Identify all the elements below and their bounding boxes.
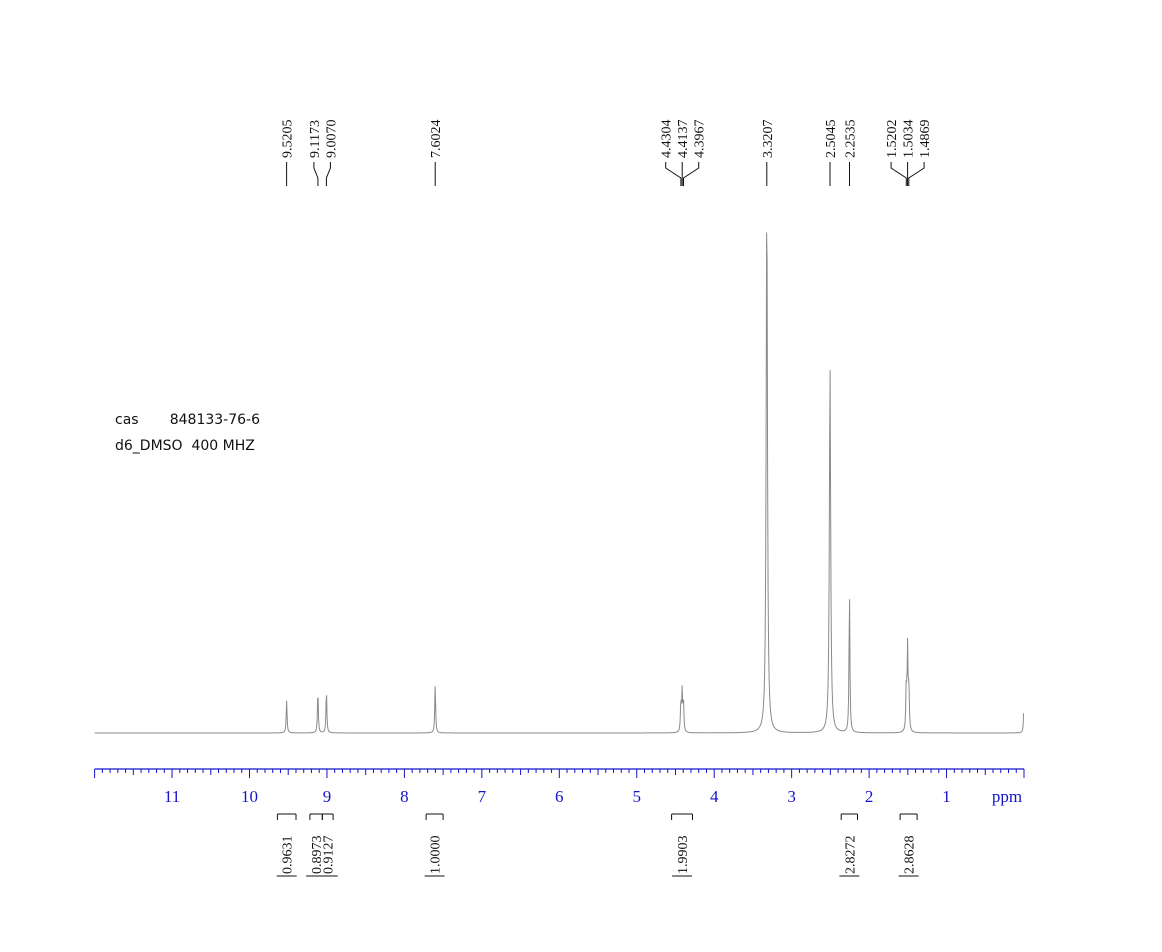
sample-cas-line: cas 848133-76-6 [115, 412, 260, 428]
integral-label: 0.9631 [281, 836, 296, 875]
peak-label: 3.3207 [761, 120, 776, 159]
peak-label: 2.2535 [844, 120, 859, 159]
axis-tick-label: 1 [942, 787, 951, 806]
integral-bracket [425, 813, 444, 820]
peak-connector [890, 162, 907, 186]
axis-tick-label: 3 [787, 787, 796, 806]
peak-label: 9.0070 [324, 120, 339, 159]
peak-connector [908, 162, 925, 186]
spectrum-trace [94, 232, 1025, 734]
integral-bracket [309, 813, 323, 820]
integral-label: 0.8973 [310, 836, 325, 875]
axis-tick-label: 8 [400, 787, 409, 806]
peak-label: 2.5045 [824, 120, 839, 159]
axis-tick-label: 9 [323, 787, 332, 806]
integral-label: 2.8272 [843, 836, 858, 875]
peak-connector [325, 162, 331, 186]
cas-number: 848133-76-6 [169, 412, 261, 428]
ppm-axis: 11 10 9 8 7 6 5 4 3 2 1 ppm [94, 768, 1025, 806]
peak-label: 4.3967 [693, 120, 708, 159]
peak-label: 1.4869 [918, 120, 933, 159]
integral-label: 1.0000 [429, 836, 444, 875]
peak-connector [665, 162, 682, 186]
integral-bracket [321, 813, 334, 820]
integral-label: 2.8628 [903, 836, 918, 875]
cas-label: cas [115, 412, 139, 428]
peak-label: 4.4137 [676, 120, 691, 159]
axis-tick-label: 11 [164, 787, 180, 806]
axis-unit-label: ppm [992, 787, 1022, 806]
sample-solvent-line: d6_DMSO 400 MHZ [115, 438, 255, 454]
peak-label: 4.4304 [660, 120, 675, 159]
peak-label: 7.6024 [429, 120, 444, 159]
peak-label: 9.5205 [281, 120, 296, 159]
axis-tick-label: 6 [555, 787, 564, 806]
spectrum-layer [94, 232, 1025, 734]
peak-connector [683, 162, 700, 186]
peak-label: 1.5202 [885, 120, 900, 159]
peak-label: 1.5034 [902, 120, 917, 159]
peak-labels: 9.5205 9.1173 9.0070 7.6024 4.4304 4.4137 4.39… [281, 120, 933, 186]
peak-connector [313, 162, 319, 186]
integral-bracket [840, 813, 858, 820]
integral-bracket [671, 813, 693, 820]
integral-bracket [276, 813, 297, 820]
frequency-label: 400 MHZ [191, 438, 255, 454]
axis-tick-label: 10 [241, 787, 258, 806]
axis-tick-label: 4 [710, 787, 719, 806]
solvent-label: d6_DMSO [115, 438, 183, 454]
axis-tick-label: 7 [478, 787, 487, 806]
integral-bracket [899, 813, 918, 820]
axis-tick-label: 5 [633, 787, 642, 806]
axis-tick-label: 2 [865, 787, 874, 806]
peak-label: 9.1173 [308, 120, 323, 158]
integral-label: 1.9903 [676, 836, 691, 875]
integral-label: 0.9127 [322, 836, 337, 875]
